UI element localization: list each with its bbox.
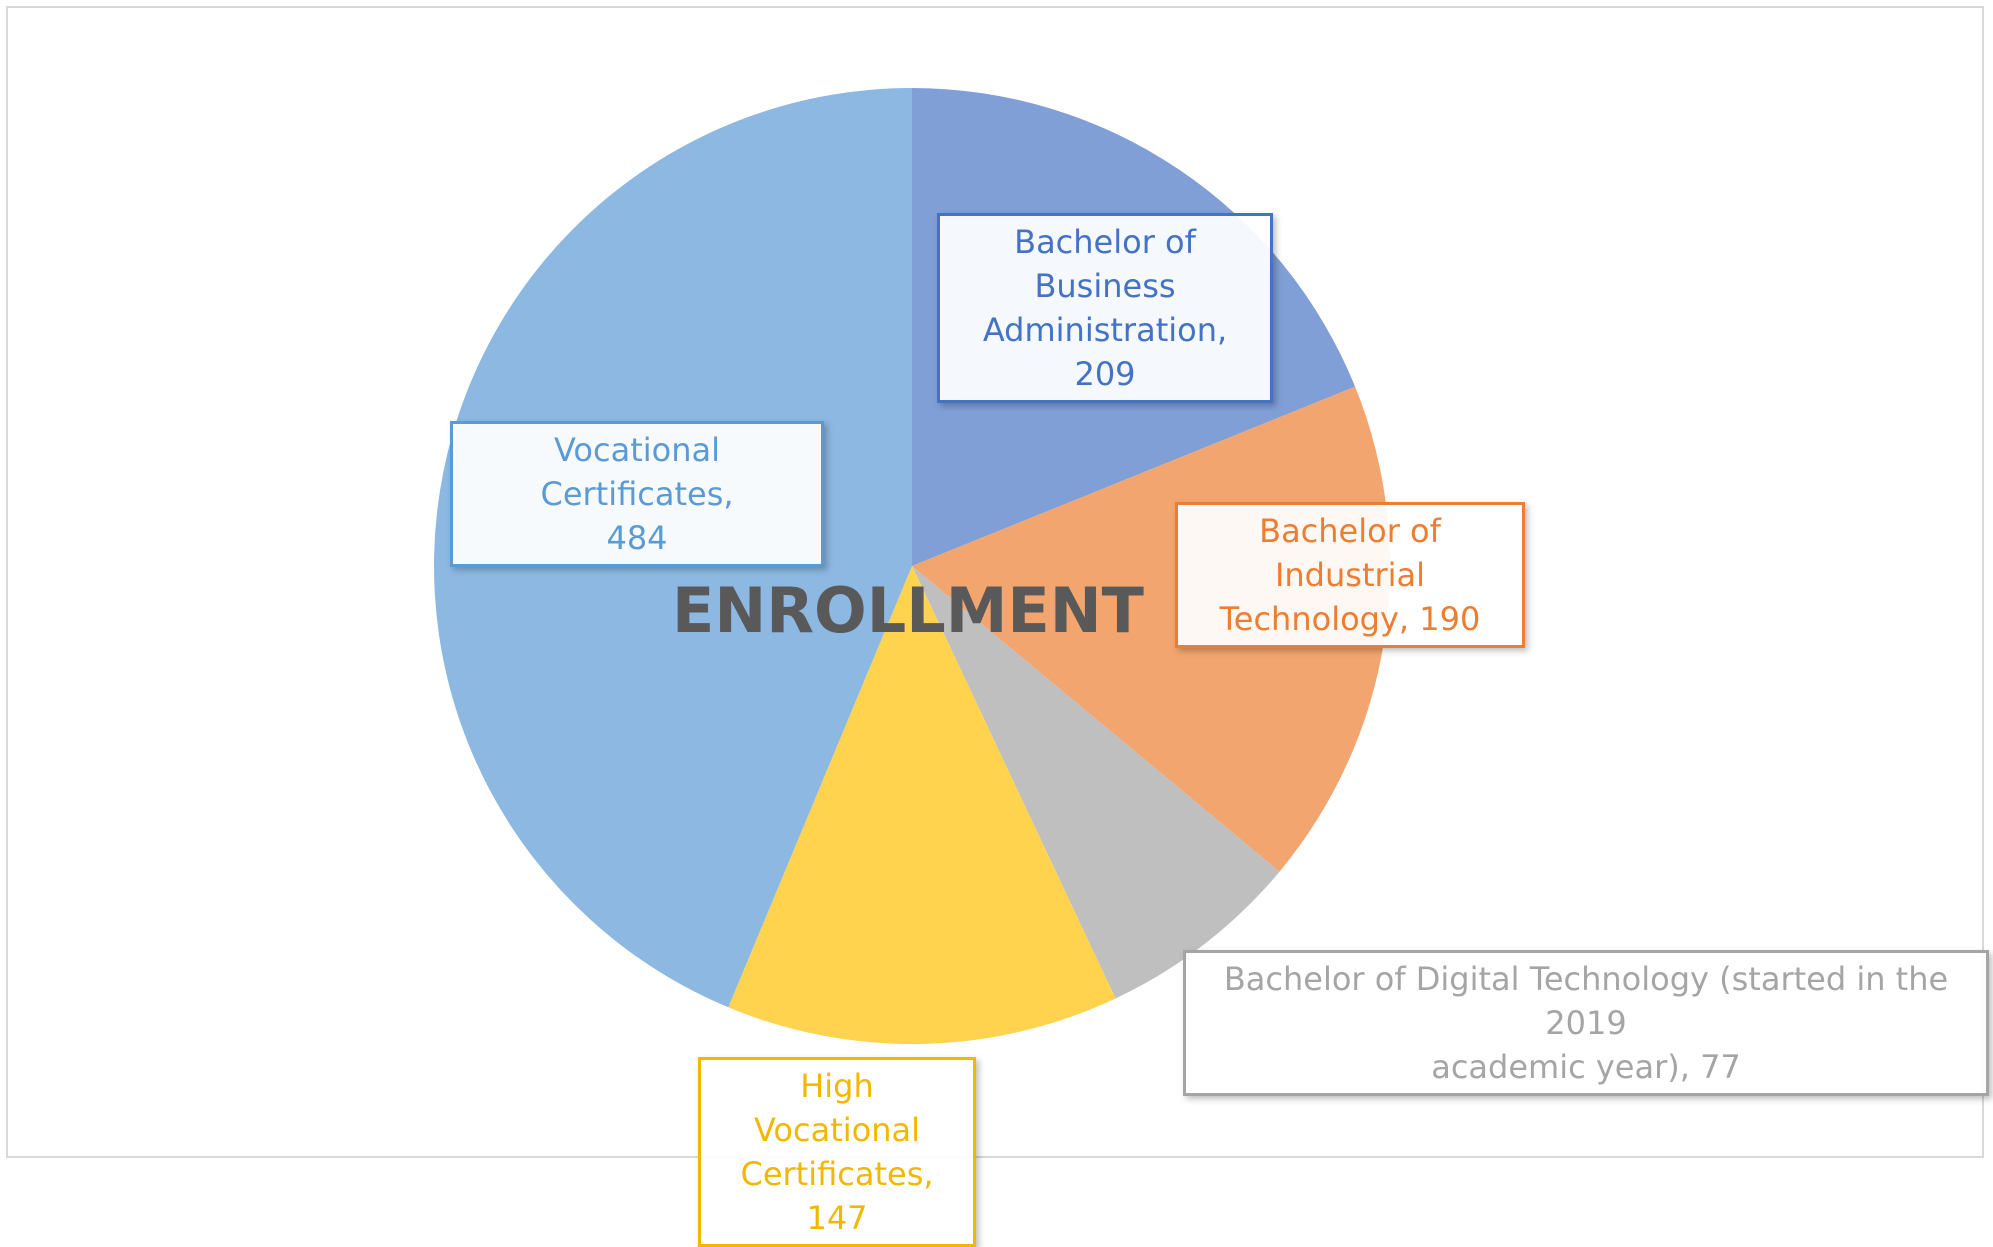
data-label-line: High Vocational (754, 1067, 920, 1149)
data-label-line: Bachelor of Business (1014, 223, 1196, 305)
data-label-line: Vocational Certificates, (540, 431, 734, 513)
data-label-industrial-technology: Bachelor of Industrial Technology, 190 (1175, 502, 1525, 648)
data-label-line: academic year), 77 (1431, 1048, 1741, 1086)
data-label-line: Administration, 209 (982, 311, 1228, 393)
data-label-line: Bachelor of Industrial (1259, 512, 1441, 594)
data-label-line: Bachelor of Digital Technology (started … (1223, 960, 1949, 1042)
data-label-digital-technology: Bachelor of Digital Technology (started … (1183, 950, 1989, 1096)
data-label-line: Technology, 190 (1219, 600, 1481, 638)
data-label-business-administration: Bachelor of Business Administration, 209 (937, 213, 1273, 403)
data-label-line: Certificates, 147 (740, 1155, 934, 1237)
slice-high-vocational (728, 566, 1116, 1044)
chart-title: ENROLLMENT (672, 574, 1144, 647)
data-label-line: 484 (606, 519, 668, 557)
data-label-vocational-certificates: Vocational Certificates, 484 (450, 421, 824, 567)
data-label-high-vocational: High Vocational Certificates, 147 (698, 1057, 976, 1247)
slice-digital-technology (912, 566, 1280, 999)
